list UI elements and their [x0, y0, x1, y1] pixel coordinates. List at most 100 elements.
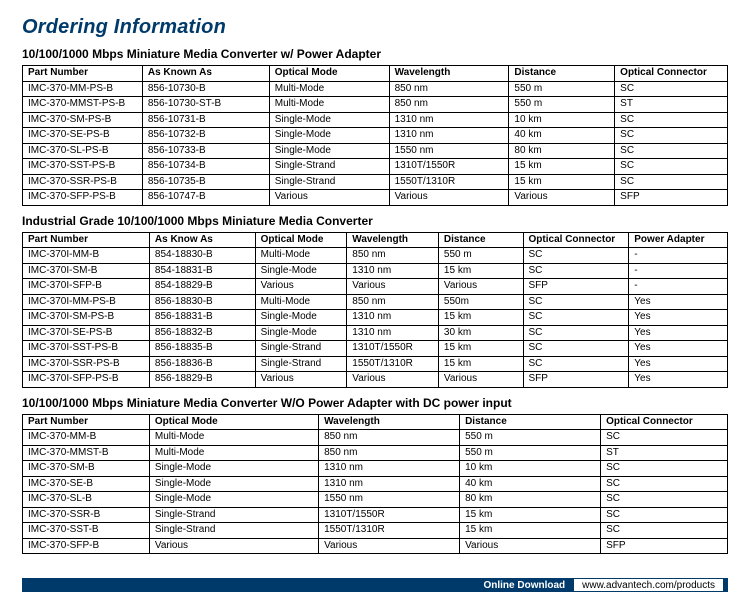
table-cell: 856-18835-B — [149, 341, 255, 357]
table-cell: 856-10733-B — [142, 143, 269, 159]
table-cell: 856-18832-B — [149, 325, 255, 341]
table-cell: 850 nm — [347, 294, 439, 310]
table-cell: 550 m — [460, 445, 601, 461]
column-header: Part Number — [23, 232, 150, 248]
table-cell: IMC-370I-MM-PS-B — [23, 294, 150, 310]
table-cell: IMC-370-SSR-PS-B — [23, 174, 143, 190]
table-cell: 80 km — [460, 492, 601, 508]
column-header: Wavelength — [347, 232, 439, 248]
table1: Part NumberAs Known AsOptical ModeWavele… — [22, 65, 728, 206]
table-row: IMC-370-SST-BSingle-Strand1550T/1310R15 … — [23, 523, 728, 539]
table-cell: - — [629, 263, 728, 279]
table-cell: IMC-370-MMST-B — [23, 445, 150, 461]
table-cell: SC — [523, 310, 629, 326]
table-cell: IMC-370-SL-B — [23, 492, 150, 508]
column-header: Wavelength — [319, 414, 460, 430]
table2: Part NumberAs Know AsOptical ModeWavelen… — [22, 232, 728, 388]
table-cell: SFP — [523, 372, 629, 388]
column-header: Optical Mode — [269, 66, 389, 82]
footer-url[interactable]: www.advantech.com/products — [573, 578, 724, 592]
table-cell: 856-10730-B — [142, 81, 269, 97]
table-cell: SC — [615, 174, 728, 190]
table-cell: Yes — [629, 341, 728, 357]
page-title: Ordering Information — [22, 16, 728, 39]
table-cell: 850 nm — [347, 248, 439, 264]
table-cell: 856-10747-B — [142, 190, 269, 206]
column-header: Part Number — [23, 66, 143, 82]
table2-title: Industrial Grade 10/100/1000 Mbps Miniat… — [22, 214, 728, 228]
table-cell: Single-Strand — [149, 507, 318, 523]
column-header: Distance — [460, 414, 601, 430]
table-row: IMC-370-SST-PS-B856-10734-BSingle-Strand… — [23, 159, 728, 175]
table-row: IMC-370-MMST-BMulti-Mode850 nm550 mST — [23, 445, 728, 461]
table-cell: IMC-370-SST-PS-B — [23, 159, 143, 175]
table-cell: Single-Mode — [269, 112, 389, 128]
table-cell: Multi-Mode — [255, 294, 347, 310]
table-cell: 856-18829-B — [149, 372, 255, 388]
table-cell: 15 km — [438, 310, 523, 326]
table-cell: 854-18830-B — [149, 248, 255, 264]
table-row: IMC-370-SL-PS-B856-10733-BSingle-Mode155… — [23, 143, 728, 159]
table-cell: SC — [523, 341, 629, 357]
table-cell: Various — [389, 190, 509, 206]
column-header: Optical Connector — [523, 232, 629, 248]
column-header: Optical Connector — [615, 66, 728, 82]
table-cell: Various — [269, 190, 389, 206]
table-cell: IMC-370-SFP-B — [23, 538, 150, 554]
table-row: IMC-370-SE-PS-B856-10732-BSingle-Mode131… — [23, 128, 728, 144]
table-cell: 1550 nm — [319, 492, 460, 508]
table-cell: 850 nm — [389, 97, 509, 113]
column-header: Part Number — [23, 414, 150, 430]
table-cell: 856-18831-B — [149, 310, 255, 326]
table-row: IMC-370I-SE-PS-B856-18832-BSingle-Mode13… — [23, 325, 728, 341]
table-cell: Various — [255, 372, 347, 388]
column-header: Optical Connector — [601, 414, 728, 430]
table-cell: 1310T/1550R — [319, 507, 460, 523]
table-cell: Various — [438, 279, 523, 295]
table-cell: SC — [615, 128, 728, 144]
table-cell: Single-Mode — [149, 461, 318, 477]
table-cell: Single-Mode — [269, 143, 389, 159]
table-cell: IMC-370-MM-PS-B — [23, 81, 143, 97]
table-cell: IMC-370-SE-B — [23, 476, 150, 492]
table-cell: IMC-370-SSR-B — [23, 507, 150, 523]
table-cell: Single-Strand — [269, 174, 389, 190]
table-row: IMC-370I-MM-PS-B856-18830-BMulti-Mode850… — [23, 294, 728, 310]
table-cell: IMC-370I-MM-B — [23, 248, 150, 264]
table-cell: Various — [347, 372, 439, 388]
table-cell: SC — [601, 461, 728, 477]
table-cell: Various — [149, 538, 318, 554]
table-cell: Single-Mode — [255, 325, 347, 341]
table-cell: 856-18830-B — [149, 294, 255, 310]
table-cell: 550 m — [438, 248, 523, 264]
table-cell: 550m — [438, 294, 523, 310]
table-cell: SC — [615, 143, 728, 159]
table-cell: IMC-370I-SSR-PS-B — [23, 356, 150, 372]
table-cell: 854-18829-B — [149, 279, 255, 295]
table-cell: IMC-370I-SFP-B — [23, 279, 150, 295]
table-cell: 15 km — [509, 174, 615, 190]
table-cell: IMC-370I-SST-PS-B — [23, 341, 150, 357]
table-cell: 856-18836-B — [149, 356, 255, 372]
table-cell: 15 km — [460, 507, 601, 523]
table-cell: IMC-370-SM-PS-B — [23, 112, 143, 128]
table-cell: Multi-Mode — [269, 81, 389, 97]
table-cell: 856-10730-ST-B — [142, 97, 269, 113]
table-cell: Various — [255, 279, 347, 295]
footer: Online Download www.advantech.com/produc… — [22, 578, 728, 594]
table-cell: 854-18831-B — [149, 263, 255, 279]
column-header: As Know As — [149, 232, 255, 248]
table-cell: Yes — [629, 356, 728, 372]
column-header: As Known As — [142, 66, 269, 82]
table-cell: 850 nm — [319, 430, 460, 446]
table-row: IMC-370I-SM-PS-B856-18831-BSingle-Mode13… — [23, 310, 728, 326]
table-cell: IMC-370-MMST-PS-B — [23, 97, 143, 113]
table-cell: IMC-370-SST-B — [23, 523, 150, 539]
table-cell: 1310 nm — [347, 310, 439, 326]
table-row: IMC-370-SSR-BSingle-Strand1310T/1550R15 … — [23, 507, 728, 523]
table-cell: SC — [615, 112, 728, 128]
table-cell: 850 nm — [389, 81, 509, 97]
table-cell: Multi-Mode — [149, 430, 318, 446]
table-cell: 40 km — [460, 476, 601, 492]
table-cell: Single-Mode — [149, 492, 318, 508]
